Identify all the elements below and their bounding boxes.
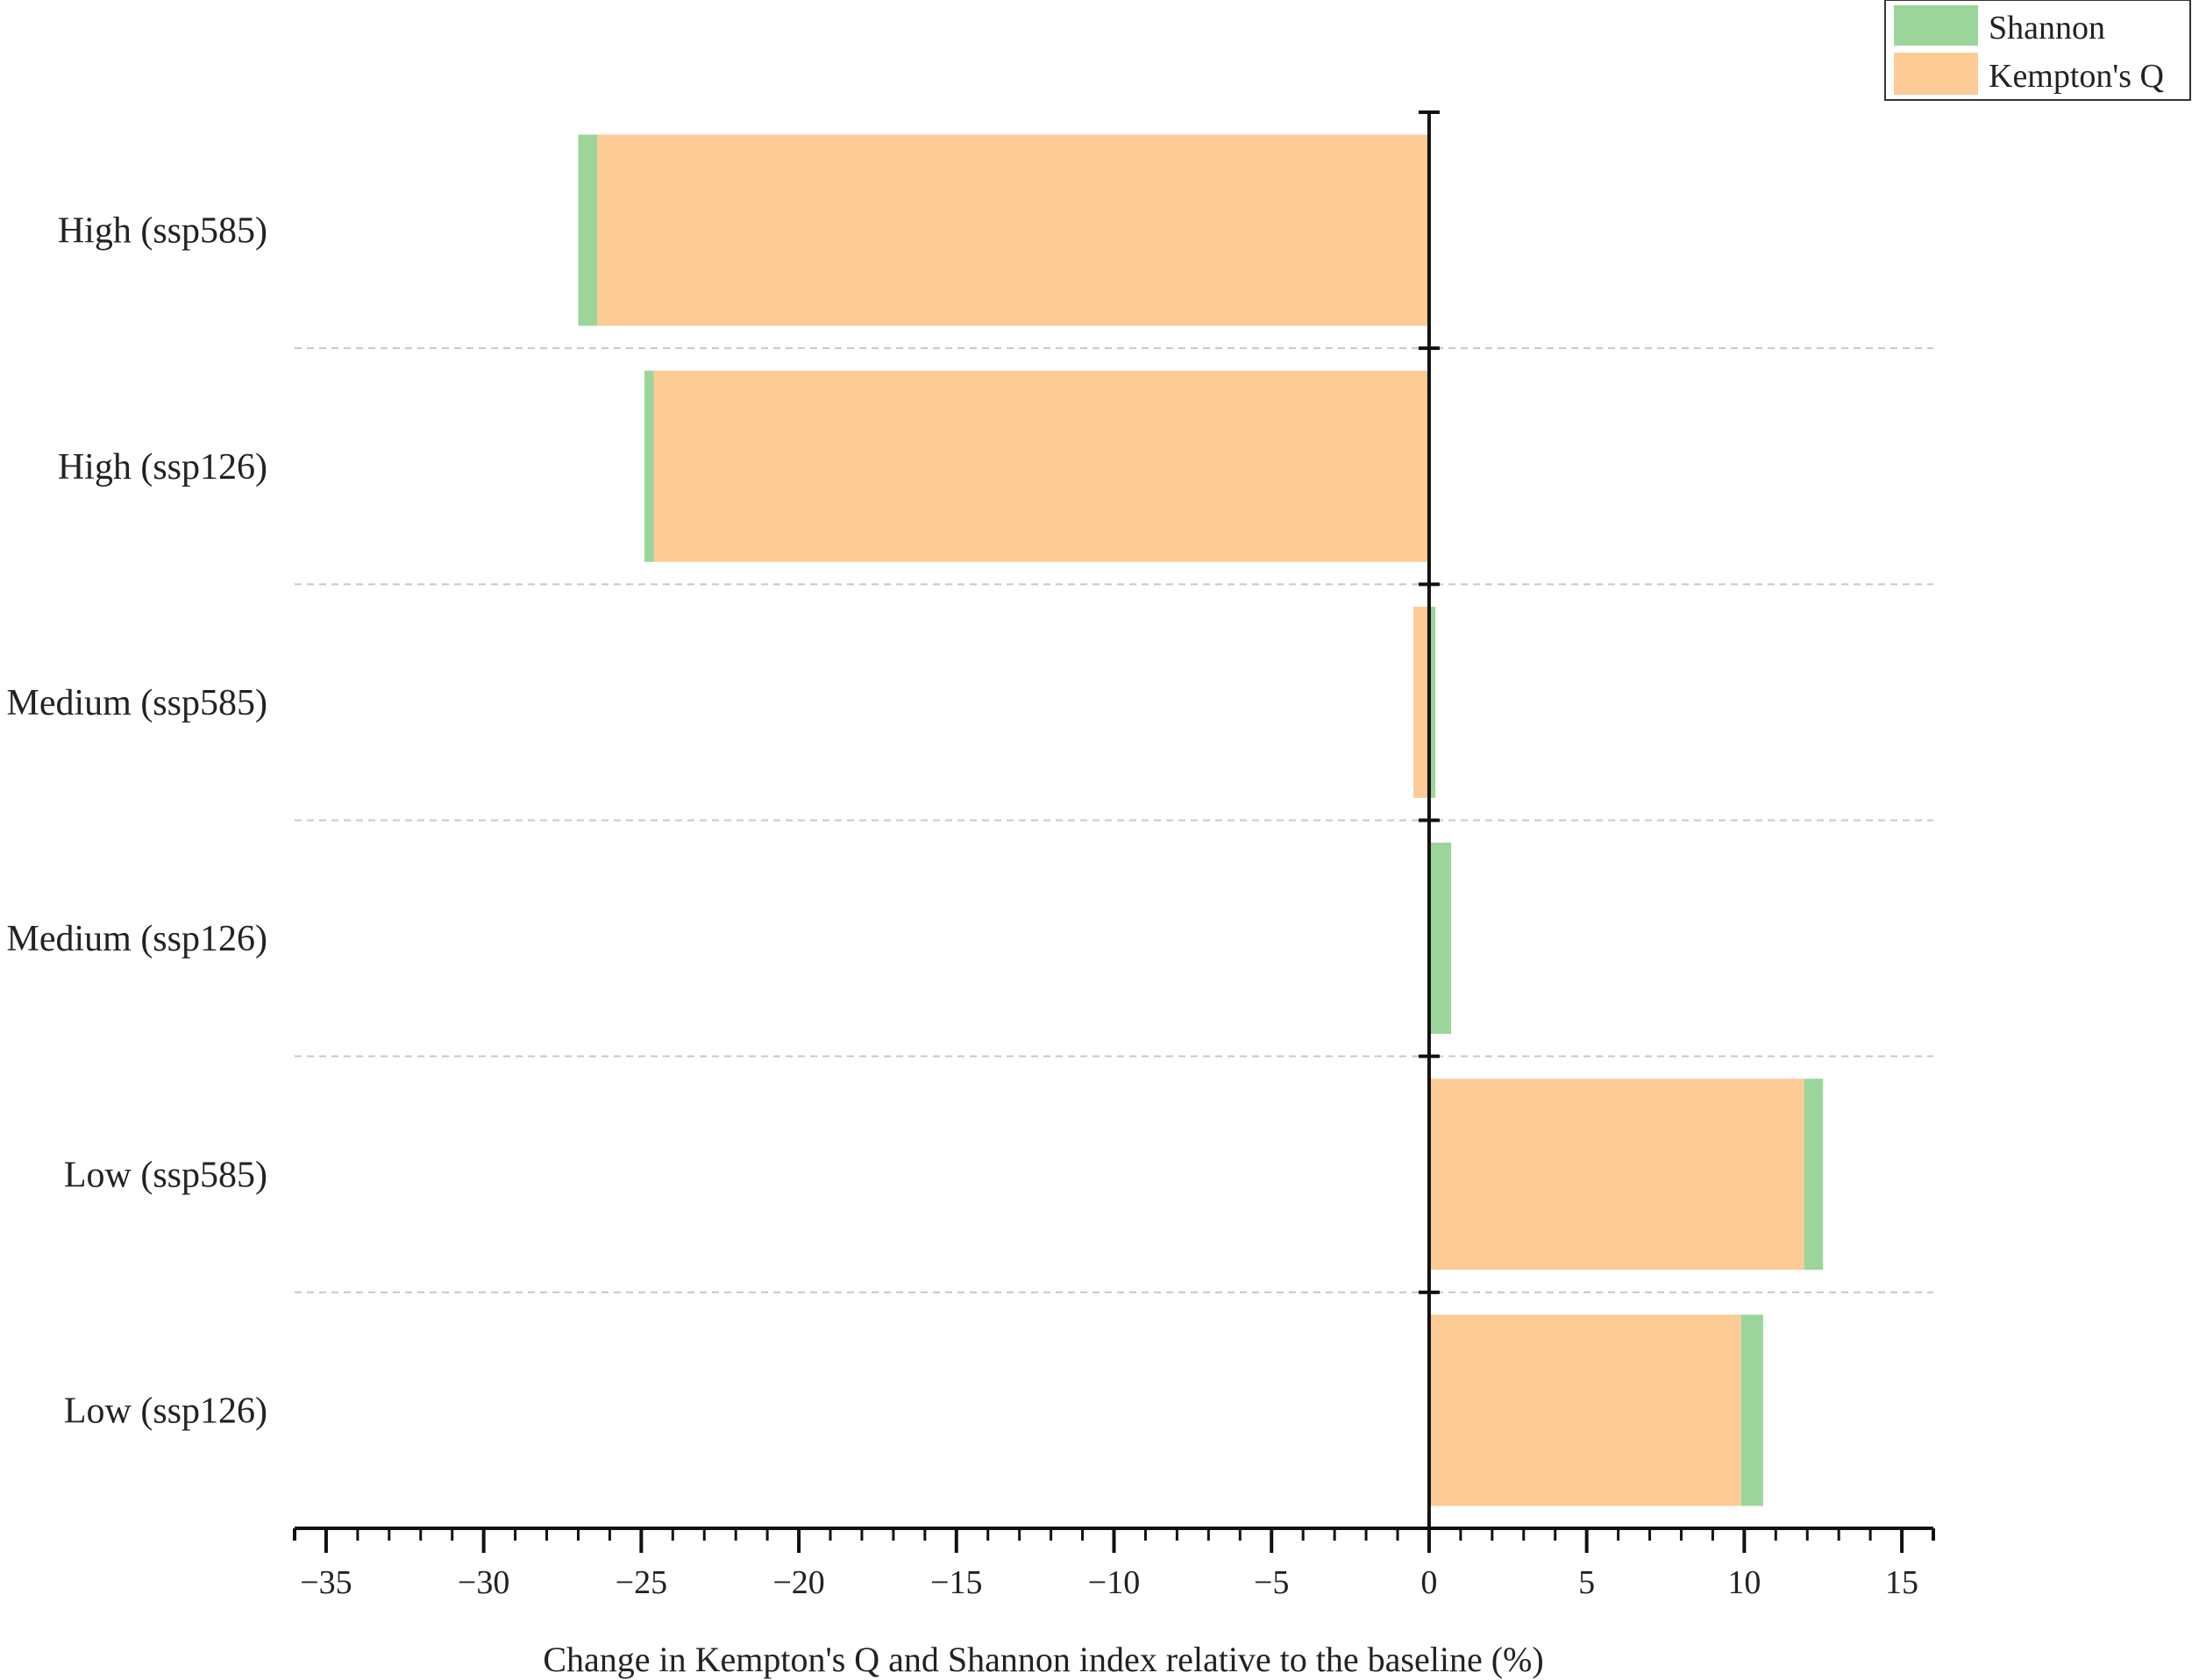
x-tick-label: −25 bbox=[616, 1564, 667, 1601]
bar-kempton-s-q-1 bbox=[597, 134, 1429, 326]
x-axis-title: Change in Kempton's Q and Shannon index … bbox=[543, 1640, 1543, 1679]
bar-kempton-s-q-5 bbox=[1428, 1078, 1804, 1271]
axes bbox=[293, 110, 1935, 1553]
category-label: High (ssp585) bbox=[58, 211, 267, 252]
x-tick-label: −30 bbox=[458, 1564, 509, 1601]
legend-swatch-kemptons-q bbox=[1894, 53, 1978, 95]
bar-shannon-1 bbox=[578, 134, 598, 326]
x-tick-label: −5 bbox=[1254, 1564, 1289, 1601]
category-label: Medium (ssp585) bbox=[7, 683, 268, 723]
legend-label-kemptons-q: Kempton's Q bbox=[1989, 58, 2164, 95]
legend-swatch-shannon bbox=[1894, 5, 1978, 46]
legend: Shannon Kempton's Q bbox=[1884, 0, 2191, 101]
grid-lines bbox=[295, 347, 1933, 1293]
category-label: Low (ssp126) bbox=[64, 1391, 267, 1431]
x-tick-label: 0 bbox=[1420, 1564, 1437, 1601]
category-label: Medium (ssp126) bbox=[7, 919, 268, 959]
bar-kempton-s-q-3 bbox=[1413, 606, 1429, 798]
category-label: High (ssp126) bbox=[58, 447, 267, 488]
x-tick-label: 15 bbox=[1885, 1564, 1918, 1601]
x-tick-label: 10 bbox=[1727, 1564, 1761, 1601]
x-tick-label: −10 bbox=[1088, 1564, 1140, 1601]
bar-shannon-2 bbox=[644, 370, 654, 562]
bar-shannon-5 bbox=[1804, 1078, 1824, 1271]
bars bbox=[578, 134, 1824, 1506]
bar-kempton-s-q-6 bbox=[1428, 1314, 1741, 1506]
x-tick-label: 5 bbox=[1578, 1564, 1595, 1601]
bar-kempton-s-q-2 bbox=[653, 370, 1429, 562]
bar-shannon-6 bbox=[1740, 1314, 1763, 1506]
bar-shannon-3 bbox=[1428, 606, 1436, 798]
x-tick-label: −35 bbox=[300, 1564, 352, 1601]
x-tick-label: −15 bbox=[930, 1564, 982, 1601]
category-label: Low (ssp585) bbox=[64, 1155, 267, 1195]
x-tick-label: −20 bbox=[772, 1564, 824, 1601]
labels: High (ssp585) High (ssp126) Medium (ssp585… bbox=[7, 211, 1919, 1601]
bar-shannon-4 bbox=[1428, 843, 1452, 1035]
legend-label-shannon: Shannon bbox=[1989, 10, 2105, 46]
